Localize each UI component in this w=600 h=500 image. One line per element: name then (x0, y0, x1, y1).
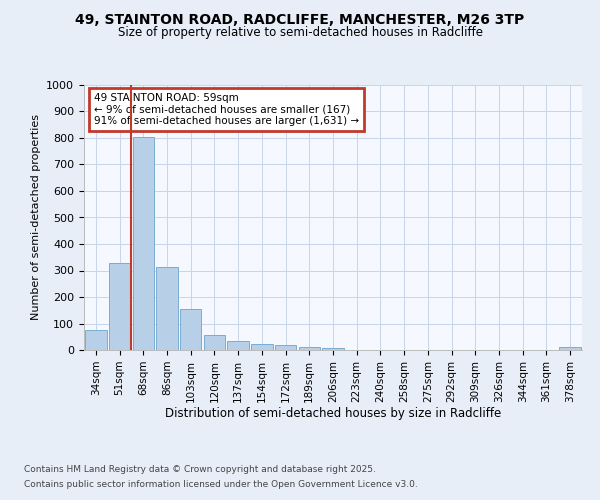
Text: Size of property relative to semi-detached houses in Radcliffe: Size of property relative to semi-detach… (118, 26, 482, 39)
Bar (204, 335, 225, 350)
Text: 49, STAINTON ROAD, RADCLIFFE, MANCHESTER, M26 3TP: 49, STAINTON ROAD, RADCLIFFE, MANCHESTER… (76, 12, 524, 26)
Y-axis label: Number of semi-detached properties: Number of semi-detached properties (31, 114, 41, 320)
Text: 49 STAINTON ROAD: 59sqm
← 9% of semi-detached houses are smaller (167)
91% of se: 49 STAINTON ROAD: 59sqm ← 9% of semi-det… (94, 93, 359, 126)
Bar (322, 348, 344, 350)
Text: Distribution of semi-detached houses by size in Radcliffe: Distribution of semi-detached houses by … (165, 408, 501, 420)
Bar (109, 262, 130, 350)
Bar (157, 266, 178, 350)
Bar (85, 330, 107, 350)
Bar (227, 342, 249, 350)
Bar (275, 346, 296, 350)
Bar (133, 136, 154, 350)
Bar (559, 348, 581, 350)
Bar (299, 347, 320, 350)
Bar (251, 344, 272, 350)
Text: Contains HM Land Registry data © Crown copyright and database right 2025.: Contains HM Land Registry data © Crown c… (24, 465, 376, 474)
Text: Contains public sector information licensed under the Open Government Licence v3: Contains public sector information licen… (24, 480, 418, 489)
Bar (180, 309, 202, 350)
